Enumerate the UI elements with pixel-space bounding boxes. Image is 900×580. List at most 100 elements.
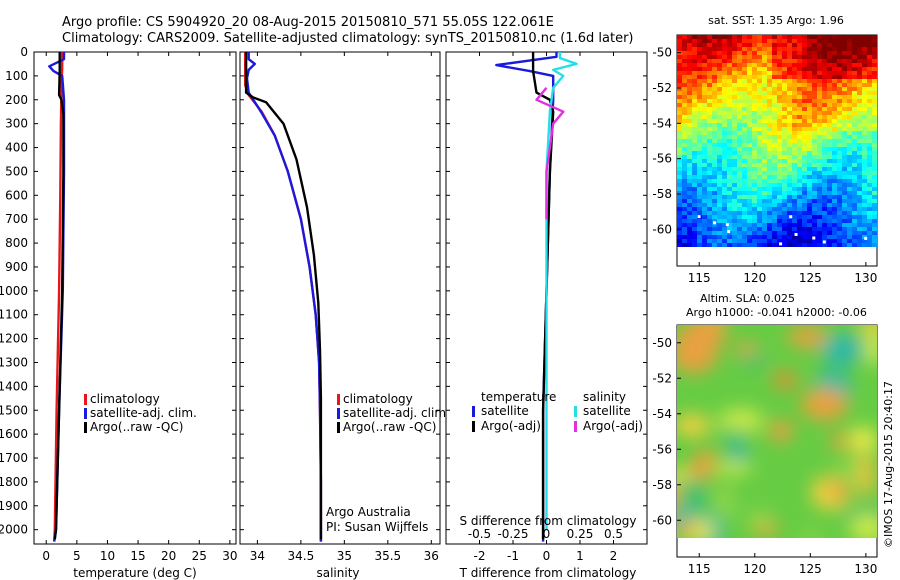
sst-cell: [822, 83, 827, 87]
sst-cell: [837, 75, 842, 79]
sst-cell: [692, 151, 697, 155]
sst-cell: [847, 135, 852, 139]
sst-cell: [872, 227, 877, 231]
sst-cell: [832, 35, 837, 39]
sst-cell: [697, 231, 702, 235]
sst-cell: [797, 95, 802, 99]
sst-cell: [832, 83, 837, 87]
sst-cell: [857, 147, 862, 151]
sst-cell: [677, 95, 682, 99]
sst-cell: [727, 99, 732, 103]
sst-cell: [707, 195, 712, 199]
sst-cell: [842, 179, 847, 183]
sst-cell: [757, 175, 762, 179]
sst-gap: [697, 215, 701, 219]
sst-cell: [712, 91, 717, 95]
sst-cell: [842, 79, 847, 83]
sst-cell: [707, 243, 712, 247]
sst-cell: [747, 235, 752, 239]
sst-cell: [852, 179, 857, 183]
sst-cell: [702, 167, 707, 171]
sst-cell: [717, 243, 722, 247]
sst-cell: [682, 223, 687, 227]
sst-cell: [737, 91, 742, 95]
sst-cell: [712, 187, 717, 191]
sst-cell: [787, 67, 792, 71]
sst-cell: [822, 135, 827, 139]
sst-cell: [867, 215, 872, 219]
sst-cell: [777, 195, 782, 199]
sst-cell: [702, 131, 707, 135]
sst-cell: [837, 211, 842, 215]
sst-cell: [707, 235, 712, 239]
sst-cell: [807, 211, 812, 215]
sst-cell: [682, 231, 687, 235]
sst-cell: [822, 99, 827, 103]
sst-cell: [692, 71, 697, 75]
sst-cell: [752, 179, 757, 183]
sst-cell: [867, 39, 872, 43]
sst-cell: [802, 103, 807, 107]
sst-cell: [732, 83, 737, 87]
sst-cell: [737, 71, 742, 75]
sst-cell: [732, 95, 737, 99]
sst-cell: [787, 223, 792, 227]
sst-cell: [707, 187, 712, 191]
sst-gap: [822, 240, 826, 244]
sst-cell: [692, 111, 697, 115]
sst-cell: [822, 47, 827, 51]
map-y-tick-label: -56: [652, 152, 672, 166]
sst-cell: [712, 99, 717, 103]
sst-cell: [832, 79, 837, 83]
sst-cell: [772, 207, 777, 211]
sst-cell: [852, 203, 857, 207]
sst-cell: [702, 239, 707, 243]
sst-cell: [772, 123, 777, 127]
sst-cell: [757, 207, 762, 211]
sst-cell: [762, 103, 767, 107]
sst-cell: [712, 151, 717, 155]
sst-cell: [812, 127, 817, 131]
sst-cell: [682, 187, 687, 191]
sst-cell: [812, 139, 817, 143]
sst-cell: [842, 167, 847, 171]
sst-cell: [692, 207, 697, 211]
sst-cell: [737, 191, 742, 195]
sst-cell: [837, 243, 842, 247]
sst-cell: [777, 71, 782, 75]
sst-cell: [677, 167, 682, 171]
sst-cell: [827, 207, 832, 211]
sst-cell: [852, 219, 857, 223]
sst-cell: [712, 179, 717, 183]
sst-cell: [787, 231, 792, 235]
sst-cell: [862, 143, 867, 147]
sst-cell: [827, 115, 832, 119]
sst-cell: [812, 223, 817, 227]
sst-cell: [797, 227, 802, 231]
sst-cell: [787, 99, 792, 103]
sst-cell: [842, 55, 847, 59]
sst-cell: [762, 155, 767, 159]
sst-cell: [677, 235, 682, 239]
sst-cell: [802, 99, 807, 103]
sst-cell: [817, 219, 822, 223]
sst-cell: [712, 119, 717, 123]
sst-cell: [872, 135, 877, 139]
sst-cell: [752, 83, 757, 87]
sst-cell: [847, 187, 852, 191]
sst-cell: [797, 111, 802, 115]
sst-cell: [777, 55, 782, 59]
sst-cell: [677, 243, 682, 247]
sst-cell: [777, 59, 782, 63]
sst-cell: [682, 35, 687, 39]
sst-cell: [767, 67, 772, 71]
sst-cell: [837, 151, 842, 155]
sst-cell: [802, 227, 807, 231]
sst-cell: [802, 67, 807, 71]
sst-cell: [712, 199, 717, 203]
sst-cell: [852, 55, 857, 59]
sst-cell: [742, 119, 747, 123]
sst-cell: [682, 215, 687, 219]
sst-cell: [797, 107, 802, 111]
sst-cell: [852, 107, 857, 111]
